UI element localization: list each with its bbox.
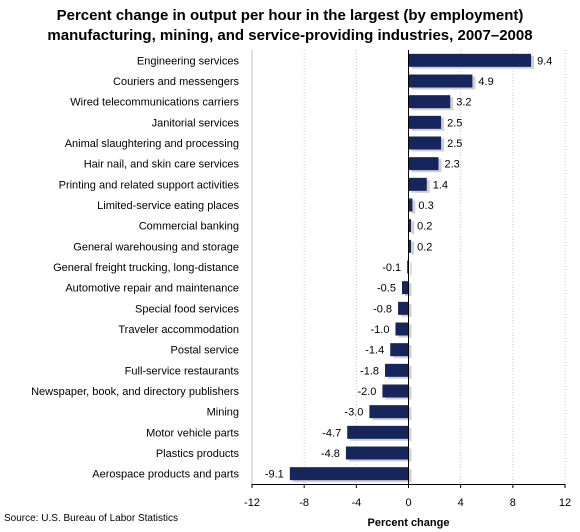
category-label: Full-service restaurants [125, 365, 240, 377]
bar [408, 53, 532, 67]
data-label: 1.4 [433, 179, 448, 191]
bar-shadow [411, 241, 415, 255]
bar [408, 239, 412, 253]
bar [408, 177, 427, 191]
chart-title-line-1: Percent change in output per hour in the… [56, 7, 524, 24]
data-label: -1.0 [370, 324, 389, 336]
data-label: 4.9 [478, 76, 493, 88]
bar [407, 260, 409, 274]
data-label: -4.7 [322, 427, 341, 439]
source-note: Source: U.S. Bureau of Labor Statistics [4, 513, 178, 524]
x-tick-label: -8 [299, 497, 309, 509]
bar [395, 322, 409, 336]
data-label: 2.3 [444, 159, 459, 171]
data-label: 0.3 [418, 200, 433, 212]
x-tick-label: 8 [510, 497, 516, 509]
data-label: 0.2 [417, 221, 432, 233]
category-label: Janitorial services [152, 117, 240, 129]
category-label: Commercial banking [139, 221, 239, 233]
data-label: -3.0 [344, 407, 363, 419]
category-label: Plastics products [156, 448, 240, 460]
bar-shadow [411, 200, 416, 214]
category-label: Hair nail, and skin care services [84, 159, 240, 171]
data-label: 0.2 [417, 241, 432, 253]
category-label: General warehousing and storage [73, 241, 239, 253]
bar [408, 136, 442, 150]
bar [382, 384, 409, 398]
bar-shadow [410, 262, 412, 276]
bar [398, 301, 409, 315]
data-label: -0.8 [373, 303, 392, 315]
category-label: Mining [207, 407, 239, 419]
bar [345, 446, 409, 460]
bar [408, 219, 412, 233]
x-axis-title: Percent change [368, 517, 450, 529]
bar [347, 425, 409, 439]
data-label: -4.8 [321, 448, 340, 460]
data-label: -0.5 [377, 283, 396, 295]
bar [385, 363, 409, 377]
bar [408, 198, 413, 212]
category-label: Printing and related support activities [59, 179, 240, 191]
category-label: Special food services [135, 303, 239, 315]
x-tick-label: 4 [458, 497, 464, 509]
bar [408, 157, 439, 171]
bar [408, 115, 442, 129]
x-tick-label: -12 [244, 497, 260, 509]
category-label: Animal slaughtering and processing [65, 138, 239, 150]
data-label: -1.8 [360, 365, 379, 377]
category-label: Aerospace products and parts [92, 469, 239, 481]
category-label: Engineering services [137, 55, 240, 67]
bar [369, 405, 409, 419]
x-tick-label: -4 [351, 497, 361, 509]
data-label: 2.5 [447, 117, 462, 129]
chart-title: Percent change in output per hour in the… [0, 6, 580, 46]
category-label: Couriers and messengers [113, 76, 239, 88]
data-label: 2.5 [447, 138, 462, 150]
bar [408, 74, 473, 88]
bar [289, 467, 409, 481]
data-label: -2.0 [357, 386, 376, 398]
category-label: Newspaper, book, and directory publisher… [31, 386, 239, 398]
bar-shadow [411, 221, 415, 235]
data-label: -9.1 [265, 469, 284, 481]
category-label: Limited-service eating places [97, 200, 239, 212]
bar [390, 343, 409, 357]
category-label: Automotive repair and maintenance [65, 283, 239, 295]
category-label: Postal service [171, 345, 239, 357]
x-tick-label: 0 [405, 497, 411, 509]
data-label: -0.1 [382, 262, 401, 274]
category-label: Motor vehicle parts [146, 427, 239, 439]
category-label: General freight trucking, long-distance [53, 262, 239, 274]
chart-title-line-2: manufacturing, mining, and service-provi… [47, 27, 533, 44]
data-label: 3.2 [456, 97, 471, 109]
data-label: -1.4 [365, 345, 384, 357]
bar [408, 95, 451, 109]
category-label: Wired telecommunications carriers [70, 97, 239, 109]
x-tick-label: 12 [559, 497, 571, 509]
data-label: 9.4 [537, 55, 552, 67]
category-label: Traveler accommodation [118, 324, 239, 336]
bar [401, 281, 409, 295]
